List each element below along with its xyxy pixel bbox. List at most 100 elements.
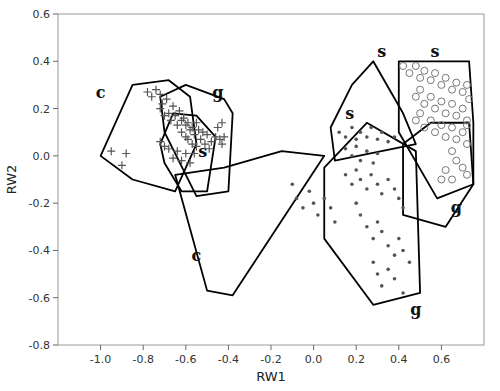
point bbox=[463, 81, 470, 88]
point bbox=[143, 88, 151, 96]
x-tick-label: -1.0 bbox=[90, 353, 111, 366]
group-outline bbox=[324, 123, 420, 305]
y-tick-label: -0.4 bbox=[29, 244, 50, 257]
point bbox=[449, 100, 456, 107]
x-tick-label: 0.6 bbox=[433, 353, 451, 366]
point bbox=[218, 119, 226, 127]
point bbox=[412, 117, 419, 124]
point bbox=[421, 67, 428, 74]
point bbox=[438, 81, 445, 88]
point bbox=[386, 244, 390, 248]
point bbox=[376, 152, 380, 156]
point bbox=[369, 126, 373, 130]
y-axis-label: RW2 bbox=[4, 165, 19, 195]
y-tick bbox=[53, 14, 58, 15]
point bbox=[463, 171, 470, 178]
point bbox=[359, 213, 363, 217]
x-tick bbox=[143, 345, 144, 350]
point bbox=[453, 79, 460, 86]
point bbox=[365, 149, 369, 153]
point bbox=[354, 145, 358, 149]
y-tick bbox=[53, 155, 58, 156]
point bbox=[380, 192, 384, 196]
point bbox=[344, 147, 348, 151]
group-label: s bbox=[345, 104, 354, 123]
group-label: g bbox=[410, 300, 421, 319]
point bbox=[350, 182, 354, 186]
point bbox=[459, 105, 466, 112]
group-outline bbox=[160, 85, 232, 196]
point bbox=[118, 161, 126, 169]
point bbox=[386, 178, 390, 182]
point bbox=[459, 89, 466, 96]
point bbox=[359, 178, 363, 182]
point bbox=[417, 86, 424, 93]
point bbox=[393, 135, 397, 139]
group-label: g bbox=[451, 198, 462, 217]
point bbox=[421, 100, 428, 107]
group-outline bbox=[403, 123, 473, 227]
point bbox=[322, 197, 326, 201]
x-tick bbox=[398, 345, 399, 350]
y-tick-label: 0.6 bbox=[33, 8, 51, 21]
point bbox=[412, 93, 419, 100]
x-tick bbox=[313, 345, 314, 350]
axes: -1.0-0.8-0.6-0.4-0.20.00.20.40.6-0.8-0.6… bbox=[29, 8, 451, 366]
point bbox=[412, 63, 419, 70]
point bbox=[380, 230, 384, 234]
point bbox=[427, 77, 434, 84]
point bbox=[438, 176, 445, 183]
point bbox=[184, 135, 192, 143]
point bbox=[453, 112, 460, 119]
point bbox=[376, 272, 380, 276]
point bbox=[438, 122, 445, 129]
point bbox=[365, 135, 369, 139]
point bbox=[184, 119, 192, 127]
x-tick bbox=[228, 345, 229, 350]
point bbox=[329, 206, 333, 210]
point bbox=[463, 122, 470, 129]
y-tick-label: -0.8 bbox=[29, 339, 50, 352]
point bbox=[376, 220, 380, 224]
point bbox=[148, 93, 156, 101]
group-outline bbox=[175, 151, 324, 295]
point bbox=[371, 260, 375, 264]
point bbox=[218, 140, 226, 148]
y-tick-label: 0.4 bbox=[33, 55, 51, 68]
point bbox=[190, 131, 198, 139]
y-tick bbox=[53, 108, 58, 109]
point bbox=[386, 268, 390, 272]
x-tick-label: 0.4 bbox=[390, 353, 408, 366]
point bbox=[354, 168, 358, 172]
point bbox=[308, 190, 312, 194]
x-tick bbox=[185, 345, 186, 350]
point bbox=[175, 107, 183, 115]
point bbox=[186, 159, 194, 167]
point bbox=[376, 182, 380, 186]
point bbox=[466, 96, 473, 103]
x-tick-label: 0.0 bbox=[305, 353, 323, 366]
y-tick-label: 0.2 bbox=[33, 103, 51, 116]
point bbox=[459, 164, 466, 171]
chart: -1.0-0.8-0.6-0.4-0.20.00.20.40.6-0.8-0.6… bbox=[0, 0, 500, 391]
y-tick bbox=[53, 203, 58, 204]
point-series bbox=[400, 63, 473, 183]
y-tick bbox=[53, 61, 58, 62]
point bbox=[203, 131, 211, 139]
x-tick bbox=[356, 345, 357, 350]
point bbox=[442, 110, 449, 117]
group-label: s bbox=[377, 42, 386, 61]
point bbox=[182, 149, 190, 157]
point bbox=[400, 63, 407, 70]
point bbox=[438, 98, 445, 105]
x-tick bbox=[441, 345, 442, 350]
point bbox=[344, 135, 348, 139]
point bbox=[301, 206, 305, 210]
point bbox=[163, 95, 171, 103]
point bbox=[161, 142, 169, 150]
plot-area bbox=[101, 61, 474, 305]
point bbox=[156, 105, 164, 113]
point bbox=[393, 253, 397, 257]
point bbox=[207, 138, 215, 146]
x-tick-label: -0.6 bbox=[175, 353, 196, 366]
